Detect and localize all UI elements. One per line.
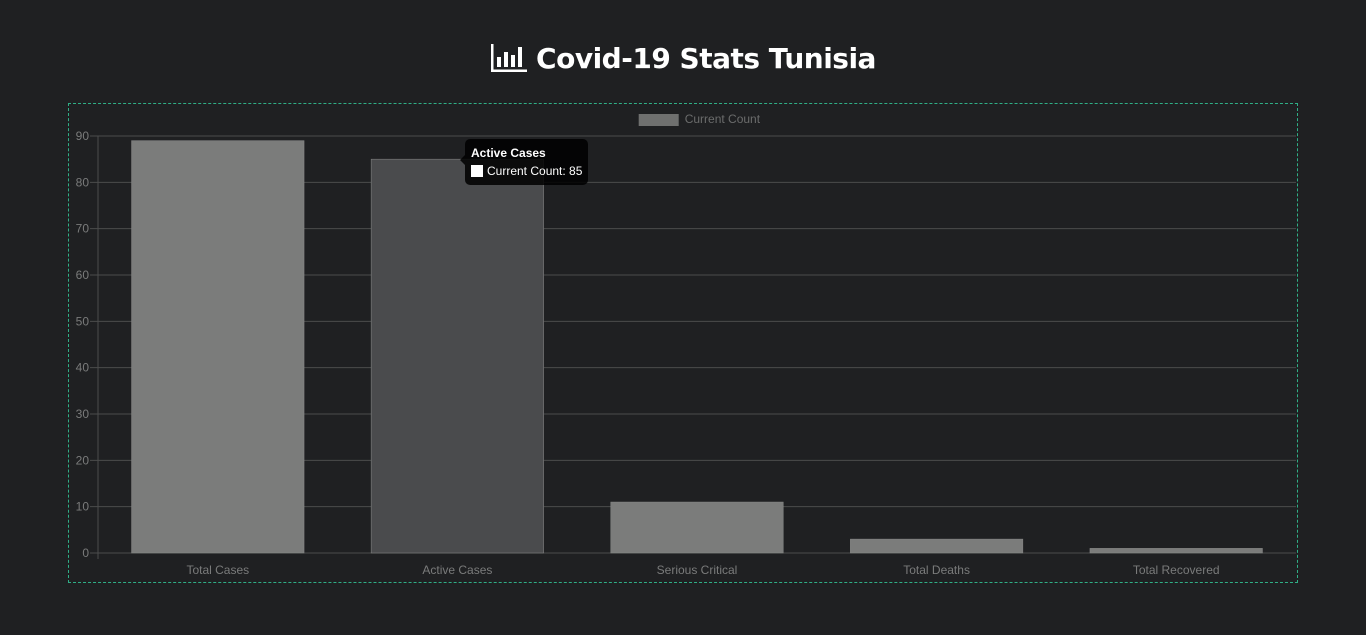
- tooltip-row: Current Count: 85: [471, 162, 582, 180]
- x-tick-label: Total Cases: [186, 563, 249, 577]
- legend-swatch: [638, 114, 679, 126]
- legend-label: Current Count: [685, 112, 761, 126]
- chart-frame: [68, 103, 1298, 583]
- y-tick-label: 70: [76, 222, 90, 236]
- bar: [850, 538, 1024, 554]
- y-tick-label: 0: [82, 546, 89, 560]
- header: Covid-19 Stats Tunisia: [0, 38, 1366, 78]
- bar: [370, 158, 544, 554]
- tooltip-swatch: [471, 165, 483, 177]
- x-tick-label: Total Deaths: [903, 563, 970, 577]
- bar-chart-icon: [490, 43, 528, 73]
- y-tick-label: 60: [76, 268, 90, 282]
- page-title: Covid-19 Stats Tunisia: [536, 41, 876, 75]
- x-tick-label: Serious Critical: [657, 563, 738, 577]
- chart-tooltip: Active Cases Current Count: 85: [460, 139, 589, 185]
- bar: [610, 501, 784, 554]
- tooltip-title: Active Cases: [471, 146, 546, 160]
- bar: [131, 140, 305, 554]
- y-tick-label: 10: [76, 500, 90, 514]
- y-tick-label: 80: [76, 175, 90, 189]
- bar: [1089, 548, 1263, 554]
- y-tick-label: 90: [76, 129, 90, 143]
- y-tick-label: 40: [76, 361, 90, 375]
- y-tick-label: 50: [76, 314, 90, 328]
- x-tick-label: Active Cases: [422, 563, 492, 577]
- tooltip-label: Current Count: 85: [487, 164, 583, 178]
- y-tick-label: 20: [76, 453, 90, 467]
- tooltip-caret: [460, 155, 465, 165]
- x-tick-label: Total Recovered: [1133, 563, 1220, 577]
- y-tick-label: 30: [76, 407, 90, 421]
